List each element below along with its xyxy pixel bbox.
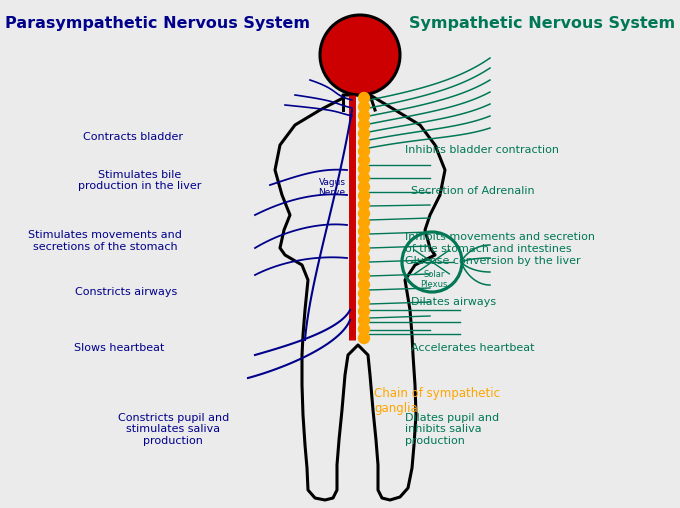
Text: Secretion of Adrenalin: Secretion of Adrenalin xyxy=(411,185,535,196)
Circle shape xyxy=(358,164,369,175)
Circle shape xyxy=(358,173,369,183)
Circle shape xyxy=(358,244,369,255)
Text: Stimulates movements and
secretions of the stomach: Stimulates movements and secretions of t… xyxy=(29,231,182,252)
Circle shape xyxy=(358,333,369,343)
Text: Constricts airways: Constricts airways xyxy=(75,287,177,297)
Text: Dilates pupil and
inhibits saliva
production: Dilates pupil and inhibits saliva produc… xyxy=(405,412,498,446)
Text: Slows heartbeat: Slows heartbeat xyxy=(74,343,164,353)
Text: Contracts bladder: Contracts bladder xyxy=(82,132,183,142)
Circle shape xyxy=(358,155,369,166)
Circle shape xyxy=(358,235,369,246)
Circle shape xyxy=(320,15,400,95)
Circle shape xyxy=(358,270,369,281)
Text: Parasympathetic Nervous System: Parasympathetic Nervous System xyxy=(5,16,310,31)
Text: Vagus
Nerve: Vagus Nerve xyxy=(318,178,345,198)
Circle shape xyxy=(358,217,369,228)
Text: Solar
Plexus: Solar Plexus xyxy=(420,270,447,290)
Circle shape xyxy=(358,279,369,290)
Circle shape xyxy=(358,315,369,326)
Circle shape xyxy=(358,181,369,193)
Text: Chain of sympathetic
ganglia: Chain of sympathetic ganglia xyxy=(374,387,500,416)
Circle shape xyxy=(358,199,369,210)
Circle shape xyxy=(358,297,369,308)
Circle shape xyxy=(358,119,369,130)
Circle shape xyxy=(358,226,369,237)
Circle shape xyxy=(358,102,369,112)
Circle shape xyxy=(358,92,369,104)
Circle shape xyxy=(358,208,369,219)
Text: Stimulates bile
production in the liver: Stimulates bile production in the liver xyxy=(78,170,201,191)
Circle shape xyxy=(358,146,369,157)
Text: Inhibits bladder contraction: Inhibits bladder contraction xyxy=(405,145,558,155)
Text: Constricts pupil and
stimulates saliva
production: Constricts pupil and stimulates saliva p… xyxy=(118,412,229,446)
Circle shape xyxy=(358,324,369,335)
Text: Dilates airways: Dilates airways xyxy=(411,297,496,307)
Circle shape xyxy=(358,190,369,201)
Circle shape xyxy=(358,137,369,148)
Circle shape xyxy=(358,252,369,264)
Circle shape xyxy=(358,128,369,139)
Text: Inhibits movements and secretion
of the stomach and intestines
Glucose conversio: Inhibits movements and secretion of the … xyxy=(405,232,594,266)
Circle shape xyxy=(358,110,369,121)
Text: Sympathetic Nervous System: Sympathetic Nervous System xyxy=(409,16,675,31)
Circle shape xyxy=(358,288,369,299)
Text: Accelerates heartbeat: Accelerates heartbeat xyxy=(411,343,535,353)
Circle shape xyxy=(358,306,369,317)
Circle shape xyxy=(358,262,369,272)
